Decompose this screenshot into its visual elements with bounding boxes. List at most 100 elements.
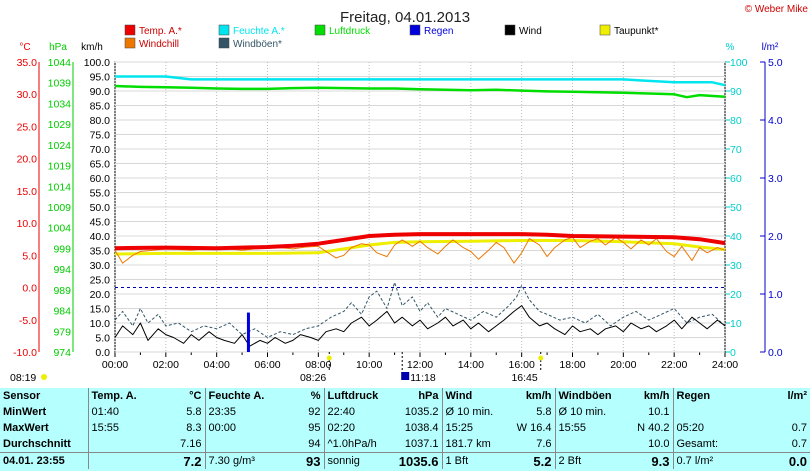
wind-tick-label: 35.0 [90, 246, 111, 258]
pressure-value: 1037.1 [404, 438, 439, 450]
temp-tick-label: 15.0 [17, 186, 38, 198]
pressure-tick-label: 1019 [48, 161, 72, 173]
temp-value: 7.16 [180, 438, 202, 450]
pressure-tick-label: 1029 [48, 119, 72, 131]
x-tick-label: 14:00 [458, 359, 484, 371]
series-line-luftdruck [114, 84, 726, 99]
series-line-temp-a [114, 232, 726, 251]
legend-swatch [599, 24, 611, 36]
header-wind: Wind [441, 388, 505, 404]
stats-row-current: 04.01. 23:55 7.2 7.30 g/m³ 93 sonnig 103… [0, 452, 810, 469]
temp-tick-label: -5.0 [19, 315, 37, 327]
wind-tick-label: 5.0 [95, 333, 110, 345]
chart-title: Freitag, 04.01.2013 [340, 9, 470, 26]
pressure-tick-label: 974 [53, 347, 71, 359]
row-label: MaxWert [3, 422, 49, 434]
legend-swatch [124, 24, 136, 36]
temp-tick-label: 10.0 [17, 218, 38, 230]
wind-time: 15:25 [441, 420, 505, 436]
gust-value: N 40.2 [637, 422, 670, 434]
rain-tick-label: 1.0 [768, 289, 783, 301]
rain-tick-label: 0.0 [768, 347, 783, 359]
gust-time: Ø 10 min. [554, 404, 625, 420]
current-gust-bft: 2 Bft [554, 452, 625, 469]
humidity-time: 23:35 [204, 404, 282, 420]
pressure-tick-label: 984 [53, 306, 71, 318]
current-wind: 5.2 [505, 452, 555, 469]
series-line-windchill [114, 236, 726, 264]
temp-tick-label: 25.0 [17, 121, 38, 133]
wind-tick-label: 70.0 [90, 144, 111, 156]
wind-tick-label: 85.0 [90, 101, 111, 113]
gust-time: 15:55 [554, 420, 625, 436]
temp-value: 8.3 [186, 422, 202, 434]
wind-tick-label: 10.0 [90, 318, 111, 330]
rain-time: 05:20 [672, 420, 745, 436]
humidity-tick-label: 80 [730, 115, 742, 127]
rain-value: 0.7 [791, 422, 807, 434]
axis-unit-label: l/m² [762, 42, 779, 53]
rain-tick-label: 2.0 [768, 231, 783, 243]
pressure-value: 1035.2 [404, 406, 439, 418]
wind-tick-label: 100.0 [84, 57, 110, 69]
legend-swatch [218, 37, 230, 49]
humidity-tick-label: 20 [730, 289, 742, 301]
humidity-time [204, 436, 282, 453]
wind-tick-label: 95.0 [90, 72, 111, 84]
pressure-tick-label: 1024 [48, 140, 72, 152]
temp-tick-label: 5.0 [22, 250, 37, 262]
legend-label: Temp. A.* [139, 26, 182, 37]
header-rain: Regen [672, 388, 745, 404]
marker-label: 08:19 [10, 372, 36, 384]
wind-tick-label: 55.0 [90, 188, 111, 200]
header-humidity-unit: % [310, 390, 321, 402]
humidity-tick-label: 60 [730, 173, 742, 185]
wind-tick-label: 80.0 [90, 115, 111, 127]
legend-swatch [314, 24, 326, 36]
series-line-windböen [114, 281, 726, 338]
header-temp-unit: °C [189, 390, 202, 402]
pressure-trend: ^1.0hPa/h [323, 436, 392, 453]
statistics-table: Sensor Temp. A. °C Feuchte A. % Luftdruc… [0, 388, 810, 469]
sun-icon [41, 374, 47, 380]
current-gust: 9.3 [625, 452, 673, 469]
axis-unit-label: km/h [81, 42, 103, 53]
temp-tick-label: 30.0 [17, 89, 38, 101]
axes: °C hPa km/h% l/m² 35.0 30.0 25.0 20.0 15.0 10.0 5.… [13, 42, 783, 371]
legend-swatch [124, 37, 136, 49]
sun-icon [538, 355, 544, 361]
rain-tick-label: 5.0 [768, 57, 783, 69]
temp-time [87, 436, 151, 453]
series-line-wind [114, 305, 726, 347]
current-forecast: sonnig [323, 452, 392, 469]
x-tick-label: 24:00 [712, 359, 738, 371]
wind-tick-label: 75.0 [90, 130, 111, 142]
x-tick-label: 08:00 [305, 359, 331, 371]
wind-tick-label: 65.0 [90, 159, 111, 171]
humidity-value: 95 [308, 422, 321, 434]
x-tick-label: 18:00 [559, 359, 585, 371]
pressure-tick-label: 994 [53, 264, 71, 276]
stats-header-row: Sensor Temp. A. °C Feuchte A. % Luftdruc… [0, 388, 810, 404]
sun-icon [326, 355, 332, 361]
header-humidity: Feuchte A. [204, 388, 282, 404]
row-label: Durchschnitt [3, 438, 71, 450]
gust-value: 10.1 [648, 406, 670, 418]
header-sensor: Sensor [3, 390, 41, 402]
gust-value: 10.0 [648, 438, 670, 450]
rain-value [745, 404, 810, 420]
humidity-tick-label: 100 [730, 57, 748, 69]
humidity-value: 94 [308, 438, 321, 450]
header-wind-unit: km/h [525, 390, 552, 402]
x-tick-label: 06:00 [254, 359, 280, 371]
statistics-panel: Sensor Temp. A. °C Feuchte A. % Luftdruc… [0, 388, 810, 471]
x-tick-label: 12:00 [407, 359, 433, 371]
legend-swatch [218, 24, 230, 36]
marker-label: 11:18 [410, 372, 436, 384]
current-rain-total: 0.7 l/m² [672, 452, 745, 469]
empty-cell [87, 452, 151, 469]
current-temp: 7.2 [151, 452, 205, 469]
temp-time: 01:40 [87, 404, 151, 420]
header-gust-unit: km/h [643, 390, 670, 402]
wind-tick-label: 60.0 [90, 173, 111, 185]
